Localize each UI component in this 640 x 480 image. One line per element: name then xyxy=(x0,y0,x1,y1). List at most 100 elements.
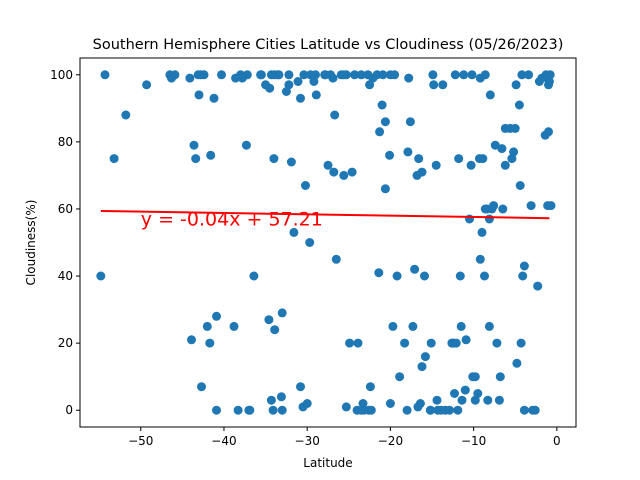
data-point xyxy=(420,352,430,362)
data-point xyxy=(185,73,195,83)
data-point xyxy=(209,93,219,103)
data-point xyxy=(415,399,425,408)
data-point xyxy=(465,214,474,224)
data-point xyxy=(191,154,201,164)
data-point xyxy=(545,70,555,80)
data-point xyxy=(339,70,349,80)
data-point xyxy=(453,405,463,415)
data-point xyxy=(353,338,363,348)
data-point xyxy=(289,227,299,237)
data-point xyxy=(403,147,413,157)
x-tick-label: −30 xyxy=(295,434,320,448)
data-point xyxy=(480,271,489,281)
data-point xyxy=(543,201,553,211)
data-point xyxy=(540,130,550,140)
data-point xyxy=(485,90,495,100)
data-point xyxy=(121,110,131,120)
data-point xyxy=(276,392,286,402)
data-point xyxy=(170,70,180,80)
data-point xyxy=(341,402,351,412)
data-point xyxy=(500,160,510,170)
data-point xyxy=(286,157,296,167)
data-point xyxy=(277,308,287,318)
data-point xyxy=(339,170,349,180)
x-tick-label: 0 xyxy=(553,434,561,448)
data-point xyxy=(460,385,470,395)
points-layer xyxy=(96,70,556,415)
data-point xyxy=(366,405,376,415)
data-point xyxy=(296,93,305,103)
data-point xyxy=(475,254,485,264)
data-point xyxy=(459,70,469,80)
data-point xyxy=(365,80,375,90)
data-point xyxy=(455,271,465,281)
data-point xyxy=(242,70,252,80)
data-point xyxy=(212,405,221,415)
data-point xyxy=(264,315,274,325)
data-point xyxy=(392,271,402,281)
data-point xyxy=(284,80,294,90)
data-point xyxy=(96,271,106,281)
data-point xyxy=(380,117,390,127)
data-point xyxy=(408,321,418,331)
data-point xyxy=(484,214,494,224)
data-point xyxy=(417,362,427,372)
data-point xyxy=(100,70,110,80)
data-point xyxy=(320,70,330,80)
data-point xyxy=(256,70,266,80)
data-point xyxy=(301,181,310,190)
data-point xyxy=(517,70,527,80)
data-point xyxy=(433,405,443,415)
x-axis: −50 −40 −30 −20 −10 0 xyxy=(128,427,561,448)
data-point xyxy=(484,321,494,331)
data-point xyxy=(514,100,524,110)
data-point xyxy=(266,395,276,405)
data-point xyxy=(467,70,477,80)
data-point xyxy=(519,405,529,415)
x-tick-label: −40 xyxy=(211,434,236,448)
data-point xyxy=(440,405,450,415)
data-point xyxy=(268,405,278,415)
data-point xyxy=(500,123,510,133)
data-point xyxy=(330,110,340,120)
data-point xyxy=(274,70,284,80)
data-point xyxy=(507,154,517,164)
data-point xyxy=(205,338,215,348)
data-point xyxy=(212,311,221,321)
data-point xyxy=(375,127,385,137)
data-point xyxy=(404,73,414,83)
data-point xyxy=(395,372,405,382)
y-tick-label: 20 xyxy=(58,336,73,350)
x-tick-label: −20 xyxy=(378,434,403,448)
chart-title: Southern Hemisphere Cities Latitude vs C… xyxy=(93,37,564,53)
data-point xyxy=(498,204,508,214)
data-point xyxy=(296,382,305,392)
data-point xyxy=(492,338,502,348)
data-point xyxy=(512,358,522,368)
data-point xyxy=(475,73,485,83)
regression-equation: y = -0.04x + 57.21 xyxy=(141,209,323,231)
data-point xyxy=(477,227,487,237)
data-point xyxy=(402,405,412,415)
data-point xyxy=(456,321,466,331)
data-point xyxy=(202,321,212,331)
data-point xyxy=(519,261,529,271)
data-point xyxy=(518,271,528,281)
data-point xyxy=(414,154,424,164)
data-point xyxy=(299,70,309,80)
data-point xyxy=(544,77,554,86)
data-point xyxy=(412,170,422,180)
y-tick-label: 100 xyxy=(50,68,73,82)
plot-frame xyxy=(79,57,577,428)
data-point xyxy=(473,389,483,398)
data-point xyxy=(284,70,294,80)
data-point xyxy=(374,268,384,278)
data-point xyxy=(461,335,471,345)
data-point xyxy=(197,382,206,392)
x-tick-label: −50 xyxy=(128,434,153,448)
data-point xyxy=(385,399,395,408)
y-tick-label: 60 xyxy=(58,202,73,216)
data-point xyxy=(388,321,398,331)
data-point xyxy=(515,181,525,190)
